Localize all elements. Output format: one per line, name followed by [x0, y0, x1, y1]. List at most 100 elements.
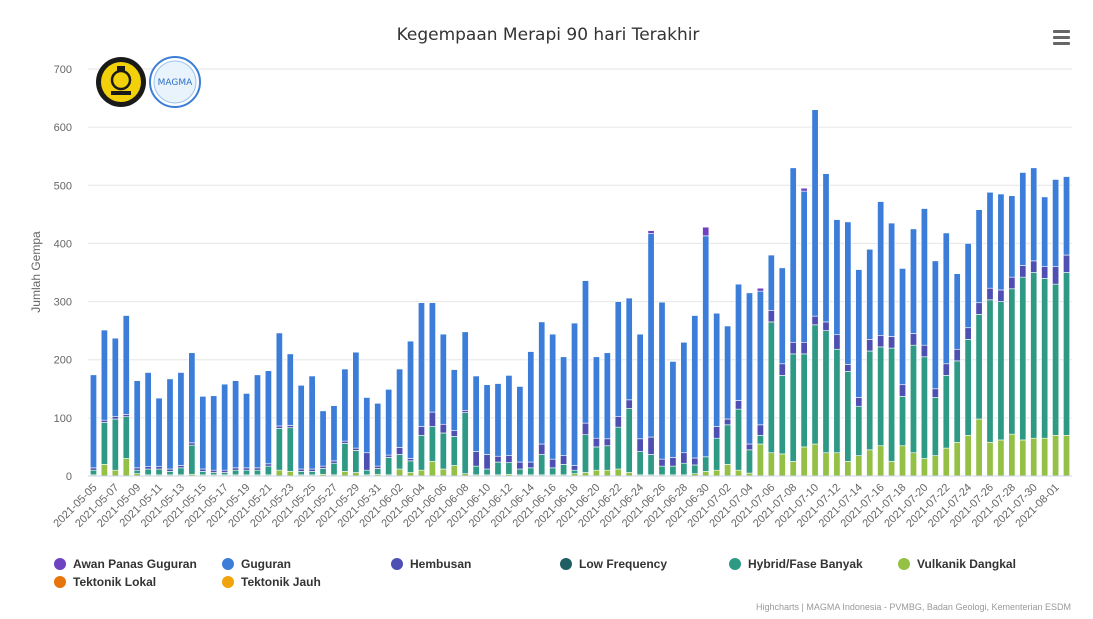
legend-marker: [222, 576, 234, 588]
legend-item[interactable]: Guguran: [241, 557, 291, 571]
bar-segment: [319, 468, 327, 475]
bar-segment: [702, 235, 710, 458]
bar-segment: [997, 439, 1005, 477]
bar-segment: [745, 443, 753, 451]
legend-item[interactable]: Tektonik Lokal: [73, 575, 156, 589]
legend-item[interactable]: Hembusan: [410, 557, 471, 571]
bar-segment: [122, 414, 130, 417]
x-axis-ticks: 2021-05-052021-05-072021-05-092021-05-11…: [51, 482, 1061, 530]
bar-segment: [658, 301, 666, 460]
bar-segment: [472, 465, 480, 476]
bar-segment: [133, 469, 141, 474]
bar-segment: [1019, 265, 1027, 278]
bar-segment: [144, 468, 152, 476]
bar-segment: [363, 452, 371, 471]
bar-segment: [603, 438, 611, 447]
bar-segment: [199, 396, 207, 470]
bar-segment: [942, 447, 950, 477]
bar-segment: [647, 230, 655, 234]
bar-segment: [920, 356, 928, 459]
bar-segment: [931, 260, 939, 390]
bar-segment: [756, 424, 764, 436]
bar-segment: [417, 469, 425, 477]
bar-segment: [538, 443, 546, 455]
menu-button[interactable]: [1048, 24, 1074, 48]
bar-segment: [341, 440, 349, 444]
bar-segment: [877, 334, 885, 348]
legend-item[interactable]: Tektonik Jauh: [241, 575, 321, 589]
bar-segment: [1019, 276, 1027, 441]
bar-segment: [592, 437, 600, 448]
legend-marker: [560, 558, 572, 570]
y-tick-label: 200: [54, 355, 72, 367]
bar-segment: [756, 290, 764, 426]
bar-segment: [899, 384, 906, 397]
legend-item[interactable]: Hybrid/Fase Banyak: [748, 557, 863, 571]
legend-marker: [391, 558, 403, 570]
legend-item[interactable]: Awan Panas Guguran: [73, 557, 197, 571]
bar-segment: [286, 471, 294, 477]
bar-segment: [111, 469, 119, 477]
bar-segment: [90, 374, 97, 469]
bar-segment: [899, 268, 906, 386]
bar-segment: [899, 445, 906, 477]
legend-marker: [222, 558, 234, 570]
bar-segment: [308, 471, 316, 476]
bar-segment: [625, 297, 633, 401]
bar-segment: [210, 472, 218, 476]
bar-segment: [964, 434, 972, 477]
bar-segment: [571, 465, 578, 471]
bar-segment: [374, 465, 382, 469]
bar-segment: [658, 465, 666, 476]
bar-segment: [352, 351, 360, 449]
bar-segment: [581, 472, 589, 477]
bar-segment: [789, 461, 797, 477]
bar-segment: [920, 208, 928, 346]
bar-segment: [1052, 179, 1060, 267]
bar-segment: [800, 187, 808, 192]
y-tick-label: 0: [66, 471, 72, 483]
legend-item[interactable]: Low Frequency: [579, 557, 667, 571]
bar-segment: [964, 327, 972, 340]
bar-segment: [352, 472, 360, 477]
bar-segment: [1030, 167, 1038, 262]
bar-segment: [155, 397, 163, 467]
bar-segment: [396, 368, 404, 448]
bar-segment: [90, 469, 97, 476]
bar-segment: [778, 453, 786, 477]
bar-segment: [713, 469, 721, 477]
bar-segment: [494, 455, 502, 463]
bar-segment: [603, 445, 611, 471]
bar-segment: [516, 468, 524, 476]
bar-segment: [581, 422, 589, 436]
legend-item[interactable]: Vulkanik Dangkal: [917, 557, 1016, 571]
bar-segment: [286, 353, 294, 426]
bar-segment: [199, 471, 207, 476]
bar-segment: [625, 399, 633, 409]
bar-segment: [680, 341, 688, 454]
bar-segment: [931, 388, 939, 398]
bar-segment: [505, 375, 513, 456]
bar-segment: [1052, 266, 1060, 285]
legend: Awan Panas Guguran Guguran Hembusan Low Fre…: [54, 557, 1016, 589]
bar-segment: [428, 411, 436, 427]
bar-segment: [581, 434, 589, 473]
bar-segment: [286, 425, 294, 429]
bar-segment: [177, 467, 185, 476]
bar-segment: [571, 322, 578, 466]
bar-segment: [341, 443, 349, 472]
credits-link[interactable]: Highcharts | MAGMA Indonesia - PVMBG, Ba…: [756, 602, 1071, 612]
bar-segment: [997, 301, 1005, 441]
bar-segment: [680, 462, 688, 476]
bar-segment: [800, 353, 808, 448]
bar-segment: [1008, 195, 1016, 278]
bar-segment: [855, 455, 863, 477]
bar-segment: [603, 469, 611, 477]
bar-segment: [592, 446, 600, 471]
bar-segment: [844, 364, 852, 372]
bar-segment: [680, 452, 688, 464]
bar-segment: [953, 360, 961, 443]
bar-segment: [319, 410, 327, 467]
bar-segment: [1063, 272, 1070, 436]
bar-segment: [527, 467, 535, 476]
